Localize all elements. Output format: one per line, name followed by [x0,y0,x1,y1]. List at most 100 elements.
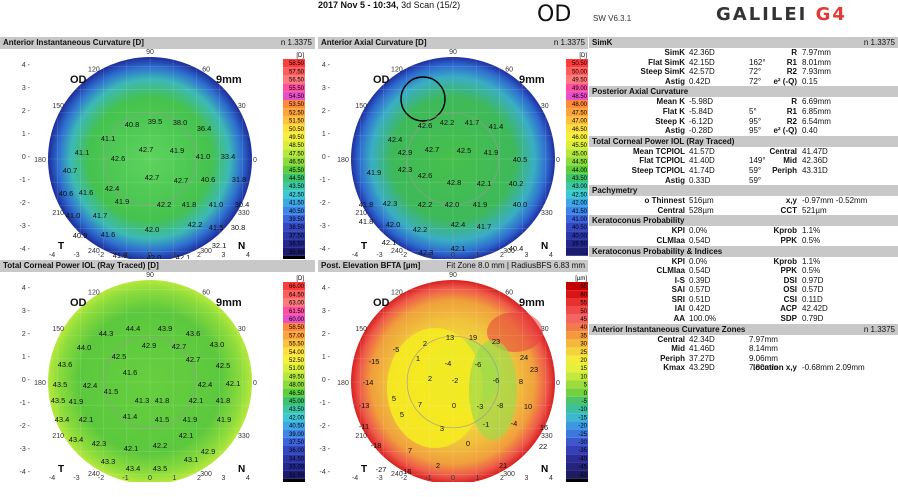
metric-row: AA 100.0% SDP 0.79D [589,314,898,324]
scale-swatch [283,67,305,76]
nasal-label: N [238,241,245,252]
eye-od-label: OD [70,74,87,86]
scale-label: 39.50 [572,242,588,248]
metric-l2: DSI [783,275,797,285]
metric-v3: 0.5% [802,235,821,245]
scale-label: 47.00 [572,119,588,125]
metric-v3: 0.15 [802,76,818,86]
metric-v3: 7.93mm [802,67,831,77]
x-axis-tick: 1 [476,252,480,259]
metric-v3: 7.97mm [802,48,831,57]
map-value: 40.9 [73,231,88,240]
angle-tick: 330 [238,210,250,217]
metric-l2: R1 [786,106,797,116]
metric-l1: Flat SimK [648,57,685,67]
scale-swatch [283,314,305,323]
map-value: 40.6 [59,189,74,198]
scale-label: 46.00 [572,135,588,141]
angle-tick: 240 [88,248,100,255]
scale-label: 55.50 [289,86,305,92]
y-axis-tick: -2 - [320,423,331,430]
metric-row: Steep K -6.12D 95° R2 6.54mm [589,117,898,127]
angle-tick: 0 [556,157,560,164]
scale-swatch [566,323,588,332]
scale-swatch [283,198,305,207]
metric-row: Flat K -5.84D 5° R1 6.85mm [589,107,898,117]
metric-l2: R [791,97,797,107]
scale-label: 48.00 [289,383,305,389]
metric-v2: 59° [749,175,762,185]
map-value: 41.9 [183,415,198,424]
scale-label: 48.00 [572,102,588,108]
scale-label: 30 [580,342,587,348]
map-value: 42.2 [418,200,433,209]
metric-row: Astig 0.33D 59° [589,176,898,186]
map-value: 41.9 [69,397,84,406]
scale-swatch [566,396,588,405]
metric-v3: 521µm [802,205,827,215]
y-axis-tick: 1 - [22,131,31,138]
map-value: 30.8 [231,223,246,232]
map-value: -13 [359,401,370,410]
scale-swatch [566,132,588,141]
scale-label: 25 [580,350,587,356]
scale-swatch [566,100,588,109]
map-value: 0 [466,439,470,448]
map-value: 8 [519,377,523,386]
scale-label: 53.50 [289,102,305,108]
section-header: Keratoconus Probability & Indices [589,245,898,257]
metric-v1: 0.57D [689,285,711,295]
y-axis-tick: -3 - [320,446,331,453]
map-value: -15 [369,357,380,366]
map-value: 43.9 [158,324,173,333]
scale-label: 46.50 [572,127,588,133]
scale-swatch [283,214,305,223]
map-value: -4 [511,419,518,428]
map-value: 40.5 [513,155,528,164]
map-value: 36.4 [197,124,212,133]
total-corneal-power-map[interactable]: 44.3 44.4 43.9 43.6 44.0 42.9 42.7 43.0 43.6 42.5… [0,272,315,482]
map-value: 42.0 [145,225,160,234]
scale-label: [µm] [575,276,587,282]
x-axis-tick: 0 [451,475,455,482]
metric-l1: I-S [674,275,685,285]
scale-label: 66.00 [289,284,305,290]
metric-l1: Flat TCPIOL [639,156,685,166]
map-value: 42.3 [92,439,107,448]
scale-swatch [566,239,588,248]
map-value: 43.3 [101,457,116,466]
metric-row: o Thinnest 516µm x,y -0.97mm -0.52mm [589,196,898,206]
metric-row: Astig 0.42D 72° e² (-Q) 0.15 [589,77,898,87]
map-value: 42.4 [83,381,98,390]
angle-tick: 330 [541,210,553,217]
map-value: 19 [469,333,477,342]
map-value: 3 [440,424,444,433]
scale-swatch [566,380,588,389]
metric-l1: Mean TCPIOL [632,146,685,156]
map-value: 42.7 [425,145,440,154]
posterior-elevation-map[interactable]: 2 13 19 23 -5 24 -15 1 -4 -6 23 -14 2 -2 -6 8 -13 5 7 0 -3 -8… [318,272,588,482]
metric-v1: 0.51D [689,294,711,304]
metric-row: Mid 41.46D 8.14mm [589,344,898,354]
angle-tick: 120 [391,289,403,296]
scale-swatch [566,429,588,438]
map-value: 42.9 [398,148,413,157]
x-axis-tick: -1 [122,252,128,259]
scale-swatch [566,108,588,117]
x-axis-tick: -4 [352,252,358,259]
scale-swatch [283,298,305,307]
temporal-label: T [361,241,367,252]
y-axis-tick: 1 - [322,131,331,138]
scale-swatch [566,231,588,240]
anterior-instantaneous-map[interactable]: 40.8 39.5 38.0 36.4 41.1 41.1 42.7 41.9 41.0 33.4… [0,49,315,259]
metric-row: Steep SimK 42.57D 72° R2 7.93mm [589,67,898,77]
metric-v3: -0.97mm -0.52mm [802,196,868,206]
anterior-axial-map[interactable]: 42.6 42.2 41.7 41.4 42.4 42.7 42.5 41.9 40.5 41.9… [318,49,588,259]
scale-swatch [283,429,305,438]
scale-label: 56.50 [289,78,305,84]
map-value: 42.7 [139,145,154,154]
scale-label: 55 [580,301,587,307]
metric-v3: 0.5% [802,266,821,276]
y-axis-tick: 0 - [22,154,31,161]
y-axis-tick: 0 - [22,377,31,384]
